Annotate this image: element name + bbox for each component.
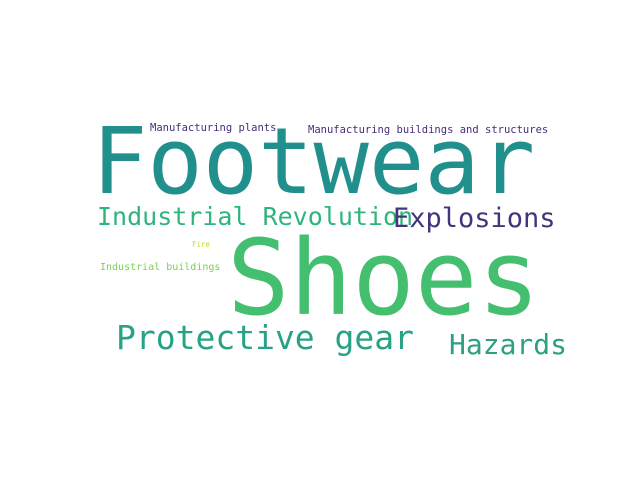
word-manufacturing-plants: Manufacturing plants [150,122,277,134]
word-manufacturing-buildings-and-structures: Manufacturing buildings and structures [308,124,549,136]
word-hazards: Hazards [449,328,568,361]
word-footwear: Footwear [92,108,536,215]
word-explosions: Explosions [393,203,556,234]
word-industrial-revolution: Industrial Revolution [97,202,414,231]
word-shoes: Shoes [227,217,541,339]
word-industrial-buildings: Industrial buildings [100,262,221,273]
word-protective-gear: Protective gear [116,318,415,357]
word-fire: Fire [192,240,211,249]
